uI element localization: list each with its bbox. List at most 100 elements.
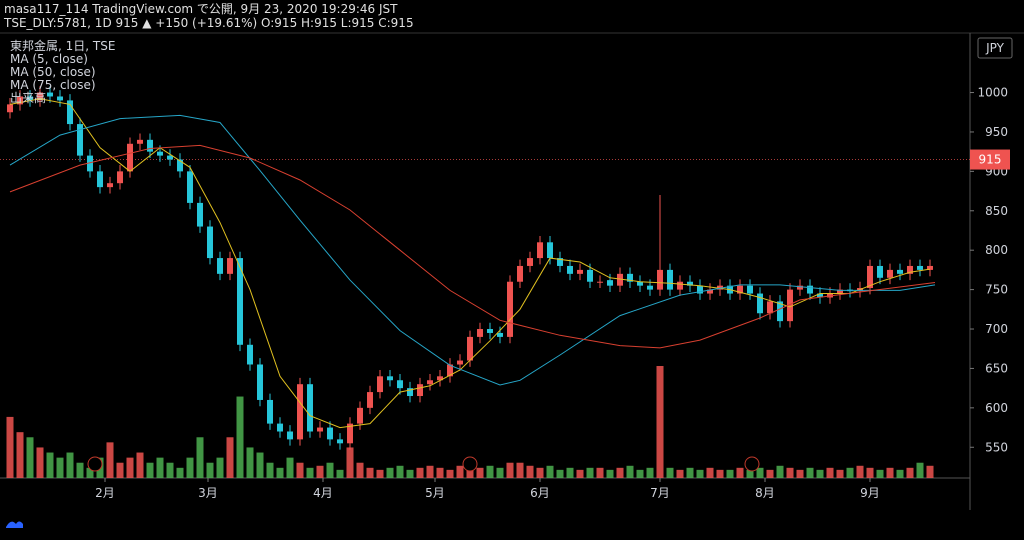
candle-body (597, 281, 603, 283)
volume-bar (726, 469, 734, 478)
candle-body (227, 258, 233, 274)
volume-bar (596, 467, 604, 478)
candle-body (517, 265, 523, 282)
candle-body (587, 269, 593, 282)
candle-body (297, 384, 303, 440)
volume-bar (46, 452, 54, 478)
currency: JPY (985, 41, 1005, 55)
currency-box[interactable] (977, 37, 1013, 59)
candle-body (347, 423, 353, 444)
volume-bar (566, 467, 574, 478)
volume-bar (916, 462, 924, 478)
earnings-marker[interactable] (744, 456, 760, 472)
volume-bar (346, 447, 354, 478)
candle-body (807, 285, 813, 294)
candle-body (397, 380, 403, 389)
candle-body (907, 265, 913, 274)
candle-body (367, 392, 373, 408)
candle-body (67, 100, 73, 125)
candle-body (817, 293, 823, 298)
legend-entry: MA (5, close) (10, 52, 88, 66)
volume-bar (296, 462, 304, 478)
volume-bar (546, 465, 554, 478)
volume-bar (456, 465, 464, 478)
volume-bar (906, 467, 914, 478)
volume-bar (846, 467, 854, 478)
volume-bar (56, 457, 64, 478)
earnings-marker[interactable] (87, 456, 103, 472)
candle-body (467, 336, 473, 361)
candle-body (27, 96, 33, 101)
candle-body (447, 364, 453, 377)
candle-body (777, 301, 783, 322)
candle-body (57, 96, 63, 101)
volume-bar (136, 452, 144, 478)
volume-bar (436, 467, 444, 478)
candle-body (897, 269, 903, 274)
candle-body (637, 281, 643, 286)
candle-body (887, 269, 893, 278)
volume-bar (216, 457, 224, 478)
volume-bar (926, 465, 934, 478)
volume-bar (356, 462, 364, 478)
volume-bar (836, 469, 844, 478)
candle-body (697, 285, 703, 294)
candle-body (667, 269, 673, 290)
candle-body (707, 289, 713, 294)
footer (0, 510, 1024, 536)
volume-bar (696, 469, 704, 478)
candle-body (207, 226, 213, 259)
volume-bar (406, 469, 414, 478)
volume-bar (526, 465, 534, 478)
volume-bar (36, 447, 44, 478)
volume-bar (226, 437, 234, 478)
candle-body (487, 329, 493, 333)
volume-bar (176, 467, 184, 478)
candle-body (407, 388, 413, 397)
candle-body (7, 104, 13, 113)
volume-bar (16, 432, 24, 478)
candle-body (927, 265, 933, 270)
candle-body (457, 360, 463, 365)
ma-line (9, 144, 936, 349)
earnings-markers (87, 456, 760, 472)
volume-bar (496, 467, 504, 478)
volume-bar (426, 465, 434, 478)
volume-bar (116, 462, 124, 478)
volume-bar (506, 462, 514, 478)
volume-bar (556, 469, 564, 478)
header-line: TSE_DLY:5781, 1D 915 ▲ +150 (+19.61%) O:… (3, 16, 414, 30)
volume-bar (826, 467, 834, 478)
candle-body (837, 289, 843, 294)
header-line: masa117_114 TradingView.com で公開, 9月 23, … (4, 2, 398, 16)
candle-body (757, 293, 763, 314)
earnings-marker[interactable] (462, 456, 478, 472)
candle-body (47, 92, 53, 97)
candle-body (307, 384, 313, 432)
y-tick-label: 850 (985, 204, 1008, 218)
volume-bar (636, 469, 644, 478)
volume-bar (856, 465, 864, 478)
legend-entry: 出来高 (10, 90, 46, 105)
candle-body (197, 202, 203, 227)
candle-body (357, 407, 363, 424)
candle-body (547, 242, 553, 259)
candle-body (337, 439, 343, 444)
candle-body (787, 289, 793, 322)
candle-body (657, 269, 663, 290)
candle-body (497, 332, 503, 337)
candle-body (577, 269, 583, 274)
candle-body (317, 427, 323, 432)
volume-bar (796, 469, 804, 478)
volume-bar (666, 467, 674, 478)
volume-bar (476, 467, 484, 478)
volume-bar (316, 465, 324, 478)
volume-bar (336, 469, 344, 478)
volume-bar (186, 457, 194, 478)
candle-body (557, 258, 563, 266)
volume-bar (366, 467, 374, 478)
volume-bar (106, 442, 114, 478)
candle-body (97, 171, 103, 188)
candle-body (177, 159, 183, 172)
